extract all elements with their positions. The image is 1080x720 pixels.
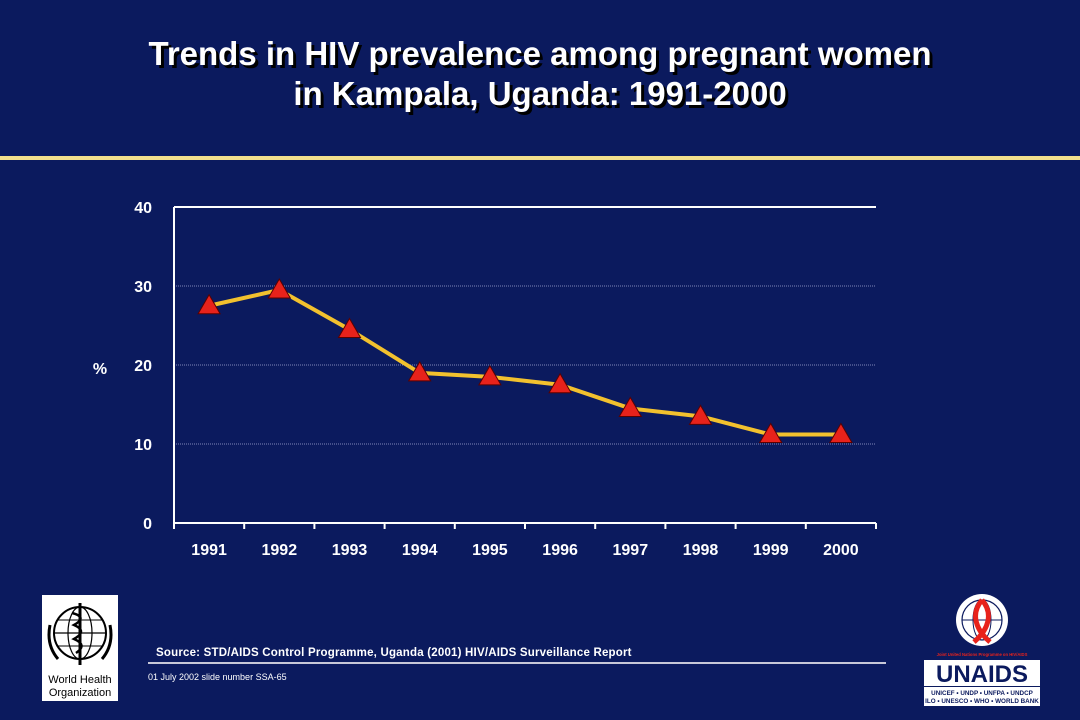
data-point-marker — [618, 396, 643, 417]
series-line — [208, 287, 841, 437]
data-point-marker — [478, 364, 502, 386]
title-line-2: in Kampala, Uganda: 1991-2000 — [293, 75, 787, 112]
y-tick-label: 10 — [134, 437, 152, 454]
who-logo: World Health Organization — [42, 595, 118, 701]
unaids-tagline: Joint United Nations Programme on HIV/AI… — [937, 652, 1028, 657]
x-tick-label: 1995 — [472, 542, 508, 559]
x-tick-label: 2000 — [823, 542, 859, 559]
data-point-marker — [829, 422, 853, 444]
data-point-marker — [548, 372, 572, 394]
unaids-sponsors-line-1: UNICEF • UNDP • UNFPA • UNDCP — [931, 690, 1033, 697]
slide-number: 01 July 2002 slide number SSA-65 — [148, 672, 287, 682]
y-tick-labels: 0 10 20 30 40 — [134, 200, 152, 533]
x-tick-label: 1993 — [332, 542, 368, 559]
y-tick-label: 20 — [134, 358, 152, 375]
title-divider — [0, 156, 1080, 160]
who-name-line-1: World Health — [48, 674, 111, 686]
y-tick-label: 0 — [143, 516, 152, 533]
data-point-marker — [758, 422, 783, 444]
unaids-emblem-icon: Joint United Nations Programme on HIV/AI… — [924, 594, 1040, 706]
footer-divider — [148, 662, 886, 664]
x-tick-label: 1992 — [262, 542, 298, 559]
unaids-name: UNAIDS — [936, 661, 1028, 688]
source-note: Source: STD/AIDS Control Programme, Ugan… — [156, 647, 632, 659]
title-line-1: Trends in HIV prevalence among pregnant … — [148, 35, 932, 72]
y-tick-label: 30 — [134, 279, 152, 296]
x-tick-label: 1998 — [683, 542, 719, 559]
x-tick-label: 1996 — [542, 542, 578, 559]
data-point-marker — [267, 277, 292, 299]
x-tick-label: 1999 — [753, 542, 789, 559]
x-tick-label: 1994 — [402, 542, 438, 559]
data-point-marker — [407, 360, 432, 382]
who-name-line-2: Organization — [49, 687, 111, 699]
x-tick-label: 1991 — [191, 542, 227, 559]
data-point-marker — [337, 317, 362, 338]
chart-series — [197, 277, 853, 444]
chart-axes — [173, 206, 877, 529]
unaids-logo: Joint United Nations Programme on HIV/AI… — [920, 590, 1044, 708]
chart-gridlines — [174, 285, 876, 445]
data-point-marker — [688, 404, 713, 425]
x-tick-labels: 1991 1992 1993 1994 1995 1996 1997 1998 1999 2000 — [191, 542, 858, 559]
slide-title: Trends in HIV prevalence among pregnant … — [0, 34, 1080, 114]
y-axis-label: % — [93, 361, 107, 378]
data-point-marker — [197, 293, 221, 315]
x-tick-label: 1997 — [613, 542, 649, 559]
unaids-sponsors-line-2: ILO • UNESCO • WHO • WORLD BANK — [925, 698, 1039, 705]
who-emblem-icon: World Health Organization — [47, 603, 113, 699]
y-tick-label: 40 — [134, 200, 152, 217]
